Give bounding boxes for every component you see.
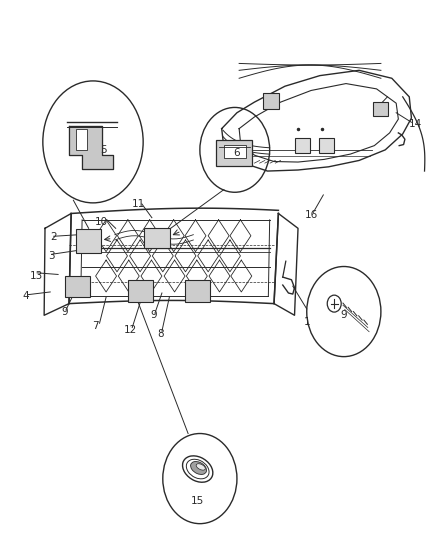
Text: 6: 6 — [233, 148, 240, 158]
Polygon shape — [69, 126, 113, 169]
Text: 12: 12 — [123, 325, 136, 335]
Ellipse shape — [196, 464, 205, 470]
Bar — [75, 229, 101, 253]
Bar — [294, 138, 309, 153]
Ellipse shape — [190, 462, 206, 474]
Text: 11: 11 — [132, 199, 145, 209]
Bar — [262, 93, 278, 109]
Bar — [64, 276, 90, 297]
Bar — [184, 280, 209, 302]
Bar — [144, 228, 170, 248]
Text: 14: 14 — [408, 119, 421, 130]
Text: 10: 10 — [95, 217, 108, 228]
Text: 7: 7 — [92, 321, 98, 331]
Bar — [223, 145, 245, 158]
Bar — [127, 280, 153, 302]
Text: 8: 8 — [157, 329, 163, 339]
Bar — [216, 140, 252, 166]
Text: 3: 3 — [48, 251, 55, 261]
Text: 9: 9 — [340, 310, 346, 320]
Text: 5: 5 — [100, 145, 107, 155]
Text: 15: 15 — [191, 496, 204, 506]
Text: 9: 9 — [61, 306, 68, 317]
Bar — [318, 138, 333, 153]
Bar — [372, 102, 388, 116]
Text: 13: 13 — [30, 271, 43, 280]
Bar — [76, 128, 87, 150]
Text: 1: 1 — [303, 317, 309, 327]
Text: 9: 9 — [150, 310, 157, 320]
Text: 2: 2 — [50, 232, 57, 243]
Text: 4: 4 — [22, 290, 28, 301]
Text: 16: 16 — [304, 209, 317, 220]
